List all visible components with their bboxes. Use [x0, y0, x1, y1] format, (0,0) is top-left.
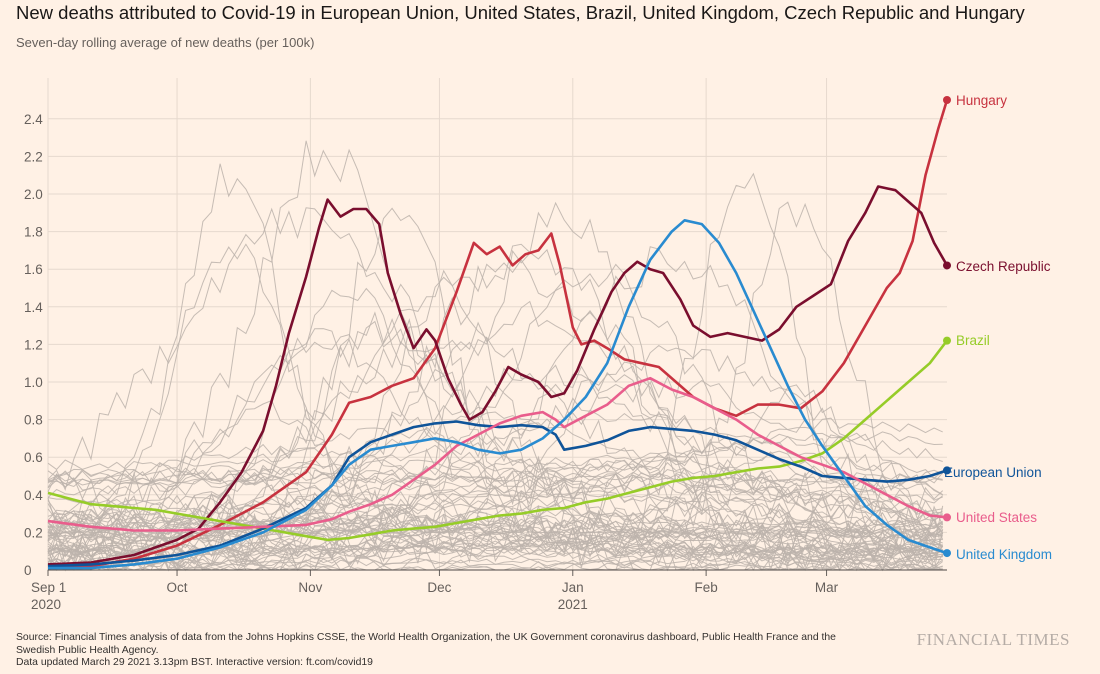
- y-tick-label: 1.4: [24, 300, 43, 315]
- background-country-line: [47, 520, 943, 556]
- background-country-line: [47, 411, 943, 485]
- background-country-line: [47, 207, 943, 559]
- series-label-brazil: Brazil: [956, 333, 990, 348]
- background-country-line: [47, 443, 943, 496]
- y-tick-label: 0.6: [24, 450, 43, 465]
- axes: 0 0.2 0.4 0.6 0.8 1.0 1.2 1.4 1.6 1.8 2.0 2.2 2.4 Sep…: [24, 112, 947, 612]
- x-tick-label: Nov: [298, 580, 322, 595]
- background-country-line: [47, 558, 944, 569]
- x-tick-year: 2020: [31, 597, 61, 612]
- series-endpoint-united-states: [943, 513, 951, 522]
- background-country-lines: [47, 140, 944, 572]
- background-country-line: [47, 201, 944, 553]
- chart-subtitle: Seven-day rolling average of new deaths …: [16, 35, 315, 50]
- background-country-line: [47, 474, 943, 485]
- series-label-european-union: European Union: [944, 465, 1042, 480]
- background-country-line: [47, 375, 943, 537]
- financial-times-logo: FINANCIAL TIMES: [916, 630, 1070, 649]
- series-label-czech-republic: Czech Republic: [956, 259, 1051, 274]
- background-country-line: [47, 435, 943, 510]
- y-tick-label: 1.2: [24, 337, 43, 352]
- background-country-line: [47, 163, 944, 555]
- series-endpoint-european-union: [943, 466, 951, 475]
- y-tick-label: 2.4: [24, 112, 43, 127]
- x-tick-label: Oct: [167, 580, 188, 595]
- y-tick-label: 2.0: [24, 187, 43, 202]
- data-updated-text: Data updated March 29 2021 3.13pm BST. I…: [16, 657, 373, 668]
- y-tick-label: 2.2: [24, 149, 43, 164]
- background-country-line: [47, 472, 944, 505]
- x-tick-label: Mar: [815, 580, 839, 595]
- y-tick-label: 0: [24, 563, 32, 578]
- source-note: Source: Financial Times analysis of data…: [16, 632, 876, 670]
- chart-title: New deaths attributed to Covid-19 in Eur…: [16, 2, 1025, 23]
- background-country-line: [47, 300, 943, 528]
- background-country-line: [47, 320, 943, 572]
- background-country-line: [47, 458, 943, 545]
- x-tick-year: 2021: [558, 597, 588, 612]
- y-tick-label: 0.2: [24, 525, 43, 540]
- background-country-line: [47, 472, 943, 550]
- y-tick-label: 1.0: [24, 375, 43, 390]
- x-tick-label: Dec: [427, 580, 451, 595]
- highlighted-series: Hungary Czech Republic Brazil European Unio…: [47, 93, 1052, 570]
- background-country-line: [47, 172, 944, 565]
- series-endpoint-brazil: [943, 336, 951, 345]
- series-label-hungary: Hungary: [956, 93, 1007, 108]
- y-tick-label: 1.8: [24, 225, 43, 240]
- background-country-line: [47, 259, 943, 565]
- y-tick-label: 0.8: [24, 413, 43, 428]
- x-tick-label: Feb: [694, 580, 717, 595]
- background-country-line: [47, 246, 944, 571]
- series-label-united-kingdom: United Kingdom: [956, 547, 1052, 562]
- background-country-line: [47, 502, 943, 559]
- background-country-line: [47, 471, 943, 550]
- background-country-line: [47, 243, 944, 541]
- x-tick-label: Jan: [562, 580, 584, 595]
- series-endpoint-hungary: [943, 96, 951, 104]
- series-line-united-kingdom: [48, 219, 948, 570]
- series-line-czech-republic: [47, 185, 949, 566]
- background-country-line: [47, 462, 943, 521]
- series-line-brazil: [47, 339, 949, 542]
- series-line-hungary: [47, 99, 949, 570]
- background-country-line: [47, 431, 943, 471]
- y-tick-label: 0.4: [24, 488, 43, 503]
- source-text: Source: Financial Times analysis of data…: [16, 632, 836, 656]
- series-endpoint-united-kingdom: [943, 549, 951, 558]
- series-label-united-states: United States: [956, 510, 1037, 525]
- y-tick-label: 1.6: [24, 262, 43, 277]
- x-tick-label: Sep 1: [31, 580, 66, 595]
- series-endpoint-czech-republic: [943, 261, 951, 270]
